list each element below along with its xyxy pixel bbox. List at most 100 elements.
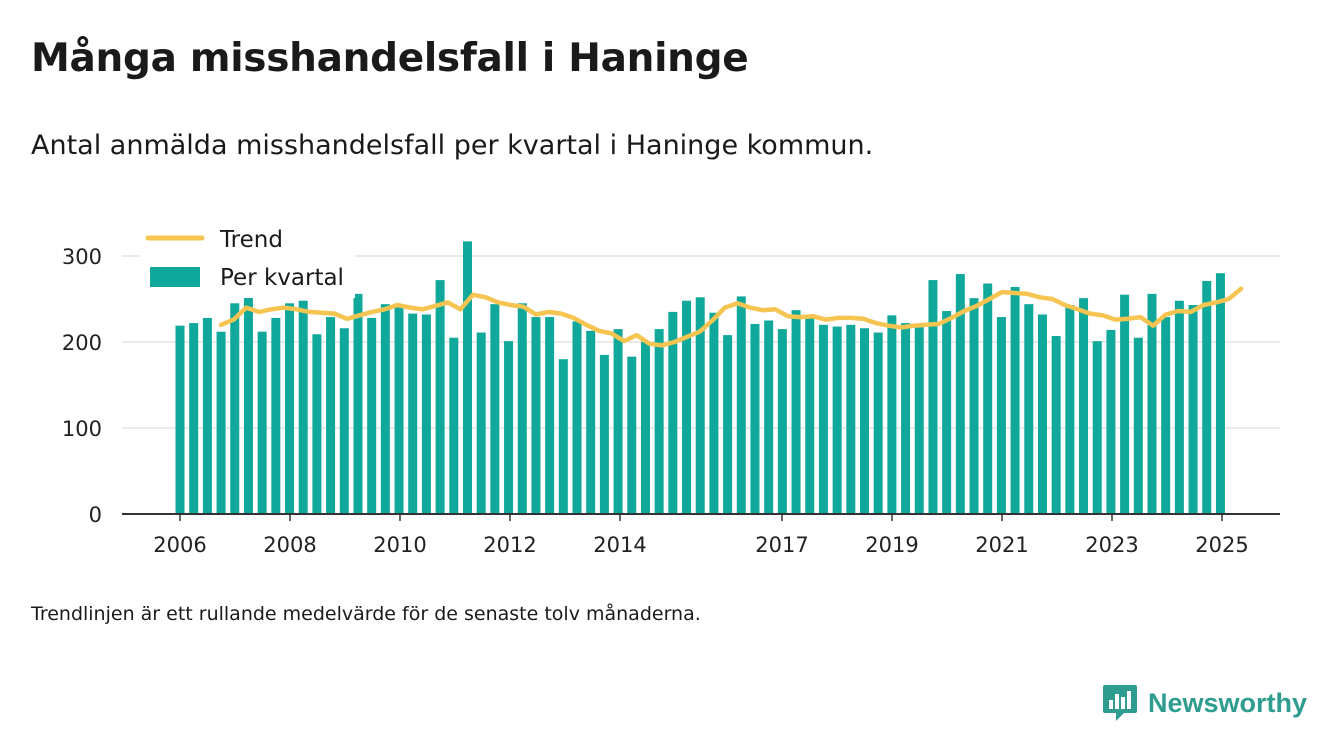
x-tick-label: 2006	[153, 533, 206, 557]
bar	[846, 324, 856, 514]
bar	[1010, 286, 1020, 514]
bar	[435, 280, 445, 514]
bar	[1147, 293, 1157, 514]
y-tick-label: 300	[62, 245, 102, 269]
x-tick-label: 2025	[1195, 533, 1248, 557]
bar	[230, 303, 240, 514]
x-tick-label: 2010	[373, 533, 426, 557]
trend-line	[218, 286, 1244, 348]
bar	[1092, 341, 1102, 514]
chart-title: Många misshandelsfall i Haninge	[31, 36, 749, 81]
bar	[832, 326, 842, 514]
bar	[750, 323, 760, 514]
bar	[1065, 305, 1075, 514]
bar	[928, 280, 938, 514]
bar	[326, 317, 336, 514]
bar	[969, 298, 979, 514]
bar	[243, 285, 253, 514]
bar	[476, 332, 486, 514]
bar	[586, 330, 596, 514]
bar	[257, 331, 267, 514]
newsworthy-logo-icon	[1103, 685, 1137, 721]
bar	[1215, 273, 1225, 514]
bar	[695, 297, 705, 514]
bar	[1133, 337, 1143, 514]
bar	[627, 356, 637, 514]
chart-subtitle: Antal anmälda misshandelsfall per kvarta…	[31, 130, 874, 161]
bar	[531, 317, 541, 514]
x-tick-label: 2017	[755, 533, 808, 557]
bar	[545, 317, 555, 514]
bar	[558, 359, 568, 514]
bar	[723, 335, 733, 514]
bar	[216, 331, 226, 514]
bar	[1120, 294, 1130, 514]
bar	[421, 314, 431, 514]
x-tick-label: 2008	[263, 533, 316, 557]
bar	[996, 317, 1006, 514]
bar	[1161, 317, 1171, 514]
bar	[462, 241, 472, 514]
bar	[654, 329, 664, 514]
legend-bar-swatch	[150, 267, 200, 287]
bar	[353, 293, 363, 514]
brand-logo[interactable]: Newsworthy	[1102, 683, 1307, 723]
bar	[873, 332, 883, 514]
y-axis-ticks: 0 100 200 300	[62, 245, 102, 527]
brand-name: Newsworthy	[1148, 687, 1308, 718]
bar	[367, 317, 377, 514]
x-tick-label: 2019	[865, 533, 918, 557]
bar	[955, 274, 965, 514]
bar	[1188, 305, 1198, 514]
bar	[1174, 300, 1184, 514]
bar	[791, 310, 801, 514]
bar	[682, 300, 692, 514]
bar	[1051, 335, 1061, 514]
bar	[805, 317, 815, 514]
legend-bar-label: Per kvartal	[220, 265, 344, 291]
x-tick-label: 2012	[483, 533, 536, 557]
bar	[668, 311, 678, 514]
bar	[490, 304, 500, 514]
bar	[777, 329, 787, 514]
bar	[818, 324, 828, 514]
bar	[764, 320, 774, 514]
bar	[517, 303, 527, 514]
bar	[339, 328, 349, 514]
bar	[613, 329, 623, 514]
bar	[901, 323, 911, 514]
bar	[271, 317, 281, 514]
bar	[914, 326, 924, 514]
bar	[599, 354, 609, 514]
bar	[1202, 280, 1212, 514]
bar	[189, 323, 199, 514]
bar	[983, 283, 993, 514]
x-axis-ticks: 2006 2008 2010 2012 2014 2017 2019 2021 2023 2025	[153, 514, 1249, 557]
bar	[380, 304, 390, 514]
bar	[298, 300, 308, 514]
x-tick-label: 2023	[1085, 533, 1138, 557]
bar	[504, 341, 514, 514]
bar	[736, 296, 746, 514]
bar	[572, 321, 582, 514]
bar	[312, 334, 322, 514]
trend-series	[218, 286, 1244, 348]
bar	[1079, 298, 1089, 514]
bar	[1037, 314, 1047, 514]
x-tick-label: 2021	[975, 533, 1028, 557]
bar	[709, 312, 719, 514]
bar	[640, 342, 650, 514]
bar	[887, 315, 897, 514]
bar	[449, 337, 459, 514]
bar	[202, 317, 212, 514]
bar	[860, 328, 869, 514]
footnote: Trendlinjen är ett rullande medelvärde f…	[31, 603, 701, 625]
bar	[175, 325, 185, 514]
legend: Trend Per kvartal	[140, 220, 355, 298]
x-tick-label: 2014	[593, 533, 646, 557]
y-tick-label: 0	[89, 503, 102, 527]
bar	[1024, 304, 1034, 514]
bar-series	[175, 241, 1225, 514]
legend-trend-label: Trend	[219, 227, 283, 253]
